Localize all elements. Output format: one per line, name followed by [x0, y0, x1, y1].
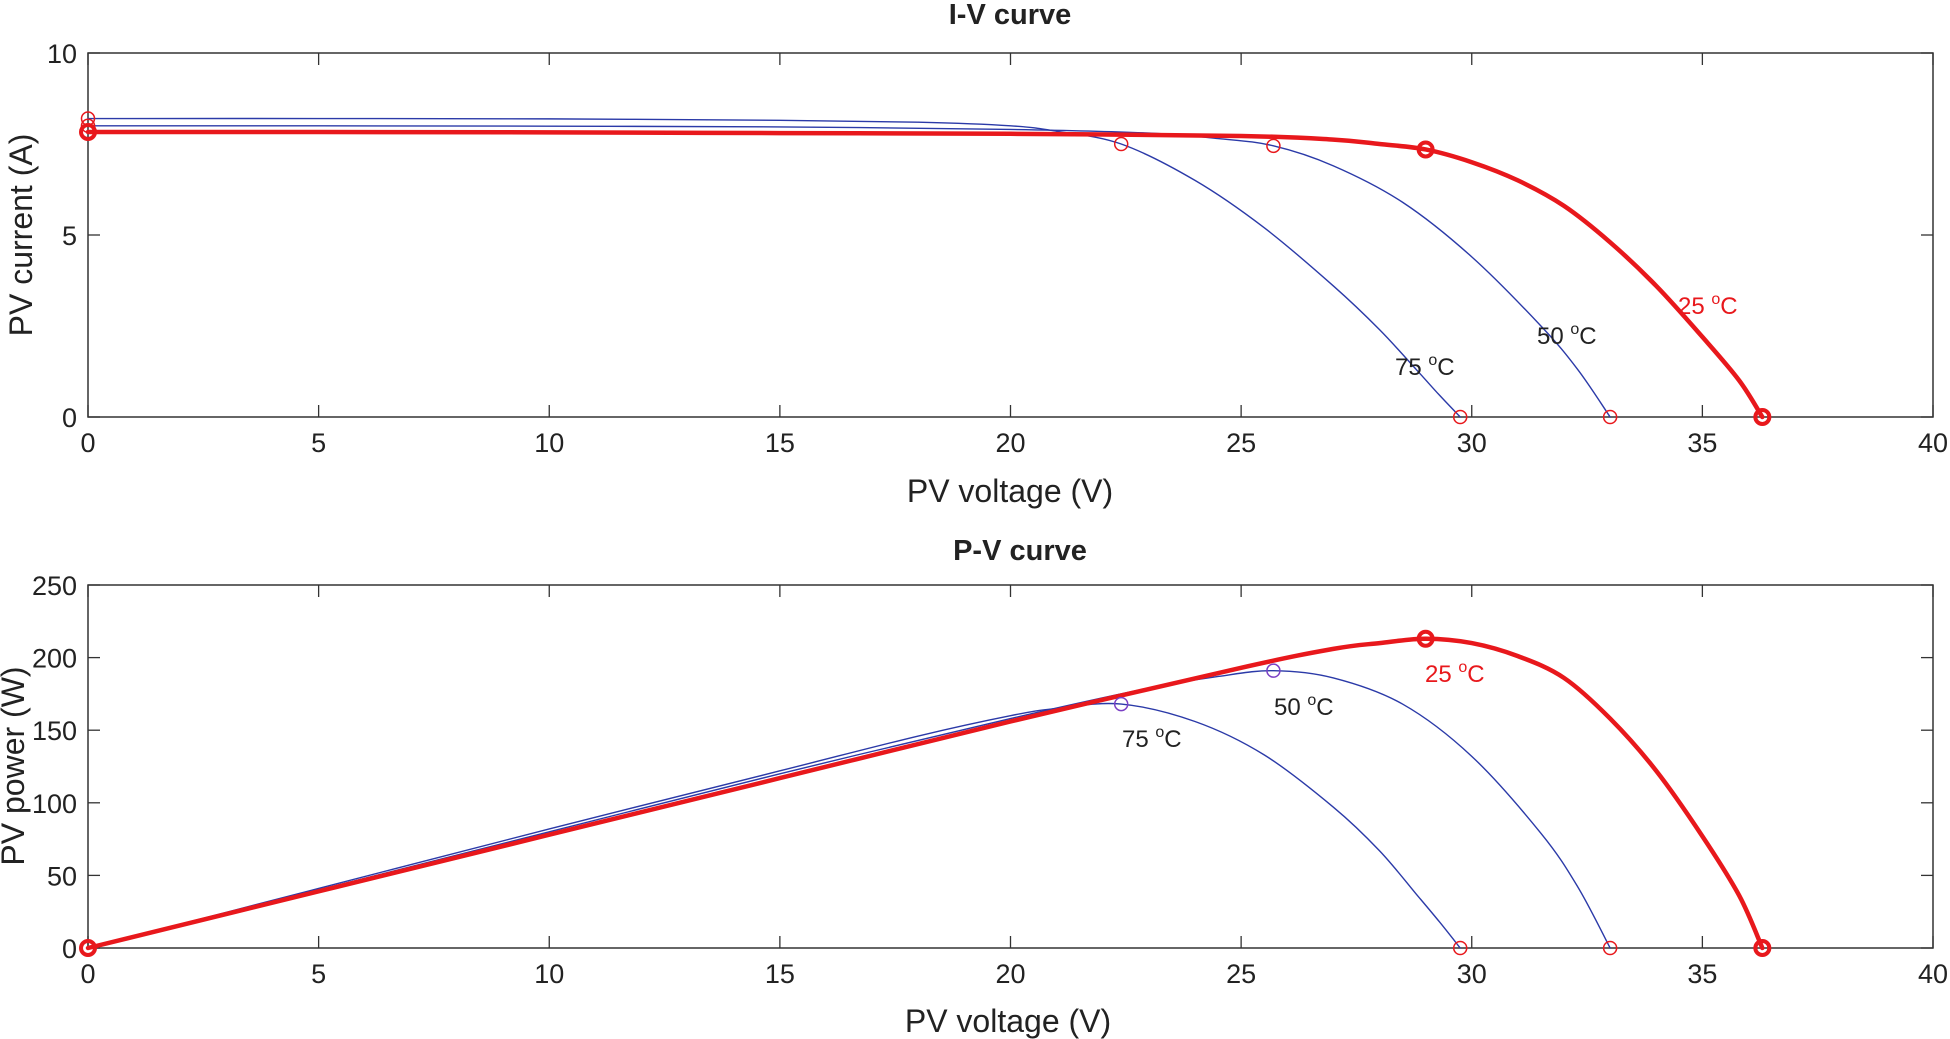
pv-marker-25c [1416, 629, 1435, 648]
pv-x-ticks: 0 5 10 15 20 25 30 35 40 [80, 585, 1948, 989]
pv-x-tick-label: 35 [1687, 959, 1717, 989]
pv-series-line-50c [87, 669, 1611, 949]
iv-series [79, 111, 1772, 426]
iv-y-tick-label: 5 [62, 221, 77, 251]
iv-marker-50c [1602, 409, 1618, 425]
iv-series-label-50c: 50 oC [1537, 321, 1597, 350]
iv-x-tick-label: 30 [1457, 428, 1487, 458]
pv-y-tick-label: 0 [62, 934, 77, 964]
pv-chart: P-V curve 0 5 10 15 20 25 30 35 40 0 50 100 150 200 2… [0, 535, 1948, 1039]
pv-y-axis-label: PV power (W) [0, 666, 31, 865]
pv-series-label-50c: 50 oC [1274, 692, 1334, 721]
pv-chart-title: P-V curve [953, 535, 1087, 567]
iv-marker-25c [79, 122, 97, 141]
pv-plot-area [87, 584, 1934, 949]
pv-x-tick-label: 25 [1226, 959, 1256, 989]
pv-y-tick-label: 50 [47, 861, 77, 891]
iv-x-tick-label: 25 [1226, 428, 1256, 458]
iv-series-label-25c: 25 oC [1678, 291, 1738, 320]
iv-x-tick-label: 15 [765, 428, 795, 458]
iv-plot-area [87, 52, 1934, 418]
iv-marker-25c [1753, 408, 1772, 426]
iv-x-tick-label: 10 [534, 428, 564, 458]
pv-marker-25c [1753, 939, 1772, 957]
iv-x-tick-label: 5 [311, 428, 326, 458]
pv-series-label-25c: 25 oC [1425, 659, 1485, 688]
pv-marker-75c [1452, 940, 1468, 956]
pv-x-tick-label: 0 [80, 959, 95, 989]
pv-marker-50c [1602, 940, 1618, 956]
iv-x-tick-label: 20 [995, 428, 1025, 458]
pv-series-line-75c [87, 702, 1461, 949]
pv-series-labels: 75 oC 50 oC 25 oC [1122, 659, 1485, 753]
iv-y-axis-label: PV current (A) [3, 134, 39, 337]
iv-series-label-75c: 75 oC [1395, 352, 1455, 381]
pv-series [79, 629, 1772, 957]
pv-y-tick-label: 100 [32, 789, 77, 819]
iv-marker-50c [1266, 138, 1281, 154]
iv-marker-75c [1452, 409, 1468, 425]
pv-x-tick-label: 20 [995, 959, 1025, 989]
iv-chart: I-V curve 0 5 10 15 20 25 30 35 40 0 5 10 75 oC 50 … [3, 0, 1948, 509]
iv-y-tick-label: 0 [62, 403, 77, 433]
pv-x-axis-label: PV voltage (V) [905, 1003, 1111, 1039]
pv-y-tick-label: 150 [32, 716, 77, 746]
iv-y-tick-label: 10 [47, 39, 77, 69]
pv-y-tick-label: 200 [32, 644, 77, 674]
pv-marker-50c [1266, 663, 1281, 678]
iv-x-tick-label: 40 [1918, 428, 1948, 458]
pv-series-label-75c: 75 oC [1122, 724, 1182, 753]
iv-y-ticks: 0 5 10 [47, 39, 1933, 433]
iv-x-axis-label: PV voltage (V) [907, 473, 1113, 509]
pv-x-tick-label: 15 [765, 959, 795, 989]
pv-y-tick-label: 250 [32, 571, 77, 601]
iv-series-line-50c [87, 125, 1611, 418]
pv-marker-75c [1113, 696, 1129, 712]
pv-series-line-25c [85, 636, 1765, 951]
iv-x-ticks: 0 5 10 15 20 25 30 35 40 [80, 53, 1948, 458]
iv-series-line-25c [85, 129, 1765, 420]
pv-marker-25c [79, 939, 97, 957]
pv-x-tick-label: 30 [1457, 959, 1487, 989]
iv-x-tick-label: 0 [80, 428, 95, 458]
pv-y-ticks: 0 50 100 150 200 250 [32, 571, 1933, 964]
iv-marker-25c [1416, 140, 1435, 159]
iv-series-line-75c [87, 117, 1461, 418]
iv-series-labels: 75 oC 50 oC 25 oC [1395, 291, 1738, 381]
pv-x-tick-label: 40 [1918, 959, 1948, 989]
iv-marker-75c [1113, 136, 1129, 152]
pv-x-tick-label: 10 [534, 959, 564, 989]
iv-x-tick-label: 35 [1687, 428, 1717, 458]
iv-chart-title: I-V curve [949, 0, 1072, 31]
pv-x-tick-label: 5 [311, 959, 326, 989]
